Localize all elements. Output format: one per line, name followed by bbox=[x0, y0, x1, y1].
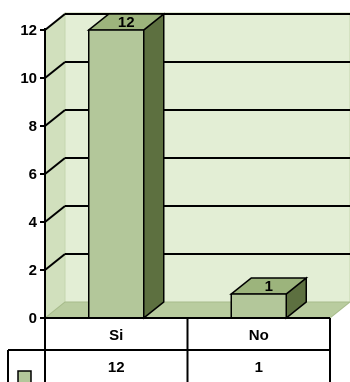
legend-key bbox=[17, 370, 32, 382]
y-tick-label: 8 bbox=[29, 118, 37, 135]
gridline-diagonal bbox=[44, 253, 66, 271]
gridline-diagonal bbox=[44, 205, 66, 223]
y-tick-label: 4 bbox=[29, 214, 38, 231]
gridline-diagonal bbox=[44, 157, 66, 175]
gridline-diagonal bbox=[44, 13, 66, 31]
bar-side bbox=[143, 12, 165, 320]
bar-si: 12 bbox=[86, 12, 166, 320]
y-tick-label: 10 bbox=[20, 70, 37, 87]
table-value: 1 bbox=[255, 359, 263, 376]
data-label: 12 bbox=[118, 14, 135, 31]
data-table: Si 12 No 1 bbox=[7, 317, 331, 382]
bars: 12 1 bbox=[86, 12, 309, 320]
table-value: 12 bbox=[108, 359, 125, 376]
y-tick-label: 6 bbox=[29, 166, 37, 183]
category-label: Si bbox=[109, 327, 123, 344]
bar-front bbox=[230, 293, 287, 319]
y-tick-label: 2 bbox=[29, 262, 37, 279]
gridline-diagonal bbox=[44, 109, 66, 127]
bar-front bbox=[88, 29, 145, 319]
y-axis: 0 2 4 6 8 10 12 bbox=[20, 22, 46, 327]
y-tick-label: 0 bbox=[29, 310, 37, 327]
data-label: 1 bbox=[265, 278, 273, 295]
gridline-diagonal bbox=[44, 61, 66, 79]
y-tick-label: 12 bbox=[20, 22, 37, 39]
category-label: No bbox=[249, 327, 269, 344]
bar-no: 1 bbox=[229, 276, 309, 320]
